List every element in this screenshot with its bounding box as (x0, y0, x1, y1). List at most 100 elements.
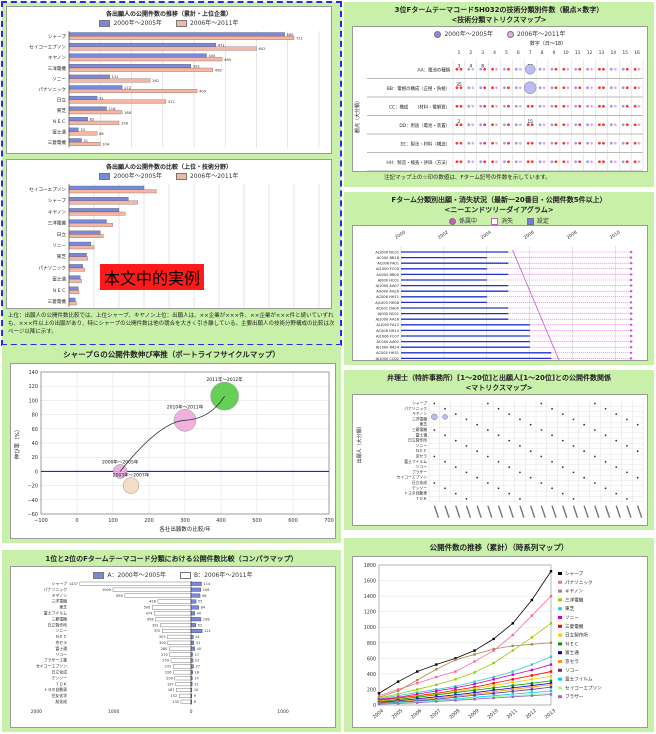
matrix-dot (498, 487, 500, 489)
matrix-dot (491, 123, 494, 126)
matrix-dot (433, 482, 435, 484)
data-label-right: 17 (195, 653, 199, 657)
matrix-dot (574, 123, 577, 126)
category-label: AJ1000 RA24 (376, 346, 400, 350)
cell-value: 35 (456, 82, 462, 88)
chart-a1-title: 各出願人の公開件数の推移（累計・上位企業） (7, 9, 331, 18)
bar-left (176, 682, 191, 686)
matrix-dot (614, 105, 617, 108)
category-label: 三菱電機 (51, 616, 67, 621)
matrix-dot (638, 123, 641, 126)
bar-left (179, 694, 191, 698)
bar-left (170, 653, 191, 657)
matrix-dot (555, 142, 558, 145)
x-tick-label: 7 (529, 50, 532, 56)
series-marker (492, 682, 494, 684)
matrix-dot (455, 466, 457, 468)
series-marker (531, 678, 533, 680)
category-label: 三洋電機 (48, 65, 67, 72)
matrix-dot (590, 68, 593, 71)
y-tick-label: 40 (32, 441, 38, 447)
bar-left (156, 617, 191, 621)
chart-f: A：2000年〜2005年 B：2006年〜2011年 シャープ1437114パ… (10, 566, 336, 728)
matrix-dot (598, 86, 601, 89)
bar-left (171, 659, 191, 663)
y-tick-label: 1200 (364, 610, 376, 616)
column-header-mark (466, 506, 470, 518)
data-label-left: 259 (162, 659, 169, 663)
matrix-dot (562, 413, 564, 415)
matrix-dot (508, 493, 510, 495)
bar-left (125, 594, 191, 598)
row-label: ソニー (416, 443, 428, 448)
column-header-mark (488, 506, 492, 518)
matrix-dot (590, 160, 593, 163)
panel-e-title: 弁理士（特許事務所）[1〜20位]と出願人[1〜20位]との公開件数関係 (344, 373, 654, 383)
bar-left (168, 635, 191, 639)
series-marker (473, 680, 475, 682)
matrix-dot (543, 105, 546, 108)
matrix-dot (466, 472, 468, 474)
matrix-dot (555, 123, 558, 126)
matrix-dot (491, 160, 494, 163)
bar-series-2 (69, 302, 77, 305)
bar-left (174, 671, 191, 675)
legend-swatch (558, 616, 562, 619)
column-header-mark (509, 506, 513, 518)
x-tick-label: 2008 (448, 708, 461, 720)
legend-swatch (558, 625, 562, 628)
matrix-dot (614, 123, 617, 126)
series-line (379, 571, 551, 693)
series-marker (492, 638, 494, 640)
matrix-dot (574, 68, 577, 71)
matrix-dot (574, 142, 577, 145)
matrix-dot (479, 142, 482, 145)
matrix-dot (444, 461, 446, 463)
matrix-dot (634, 68, 637, 71)
example-note-label: 本文中的実例 (100, 264, 204, 290)
x-tick-label: 2000 (31, 709, 43, 715)
series-marker (550, 684, 552, 686)
matrix-dot (574, 86, 577, 89)
matrix-dot (471, 160, 474, 163)
matrix-dot (638, 160, 641, 163)
row-label: HH：製造・検査・評価（方法） (386, 159, 450, 166)
bar-right (191, 641, 194, 645)
category-label: ＮＥＣ (52, 119, 66, 125)
matrix-dot (610, 160, 613, 163)
matrix-dot (515, 123, 518, 126)
series-marker (531, 694, 533, 696)
category-label: 日立製作所 (48, 622, 68, 627)
column-header-mark (445, 506, 449, 518)
data-label-left: 1437 (69, 582, 78, 586)
column-header-mark (627, 506, 631, 518)
data-label: 172 (124, 86, 131, 90)
matrix-dot (507, 142, 510, 145)
end-marker (630, 335, 632, 337)
series-marker (416, 688, 418, 690)
matrix-dot (566, 160, 569, 163)
chart-a1-plot: シャープ688721セイコーエプソン471602キヤノン445489三洋電機39… (7, 27, 332, 154)
matrix-dot (626, 498, 628, 500)
matrix-dot (594, 429, 596, 431)
series-marker (435, 663, 437, 665)
data-label-left: 280 (161, 647, 168, 651)
series-marker (492, 676, 494, 678)
data-label: 41 (84, 139, 89, 143)
x-tick-label: 1 (458, 50, 461, 56)
matrix-dot (483, 142, 486, 145)
matrix-dot (586, 160, 589, 163)
data-label-left: 187 (168, 688, 175, 692)
matrix-dot (638, 105, 641, 108)
category-label: AC000 AA02 (377, 340, 400, 344)
matrix-dot (626, 105, 629, 108)
bar-right (191, 594, 200, 598)
category-label: AC000 BB18 (377, 256, 400, 260)
data-label-right: 52 (198, 623, 202, 627)
matrix-dot (622, 142, 625, 145)
series-marker (378, 692, 380, 694)
series-marker (531, 686, 533, 688)
y-axis-label: 観点（大分類） (354, 98, 361, 133)
series-marker (531, 643, 533, 645)
matrix-dot (540, 456, 542, 458)
